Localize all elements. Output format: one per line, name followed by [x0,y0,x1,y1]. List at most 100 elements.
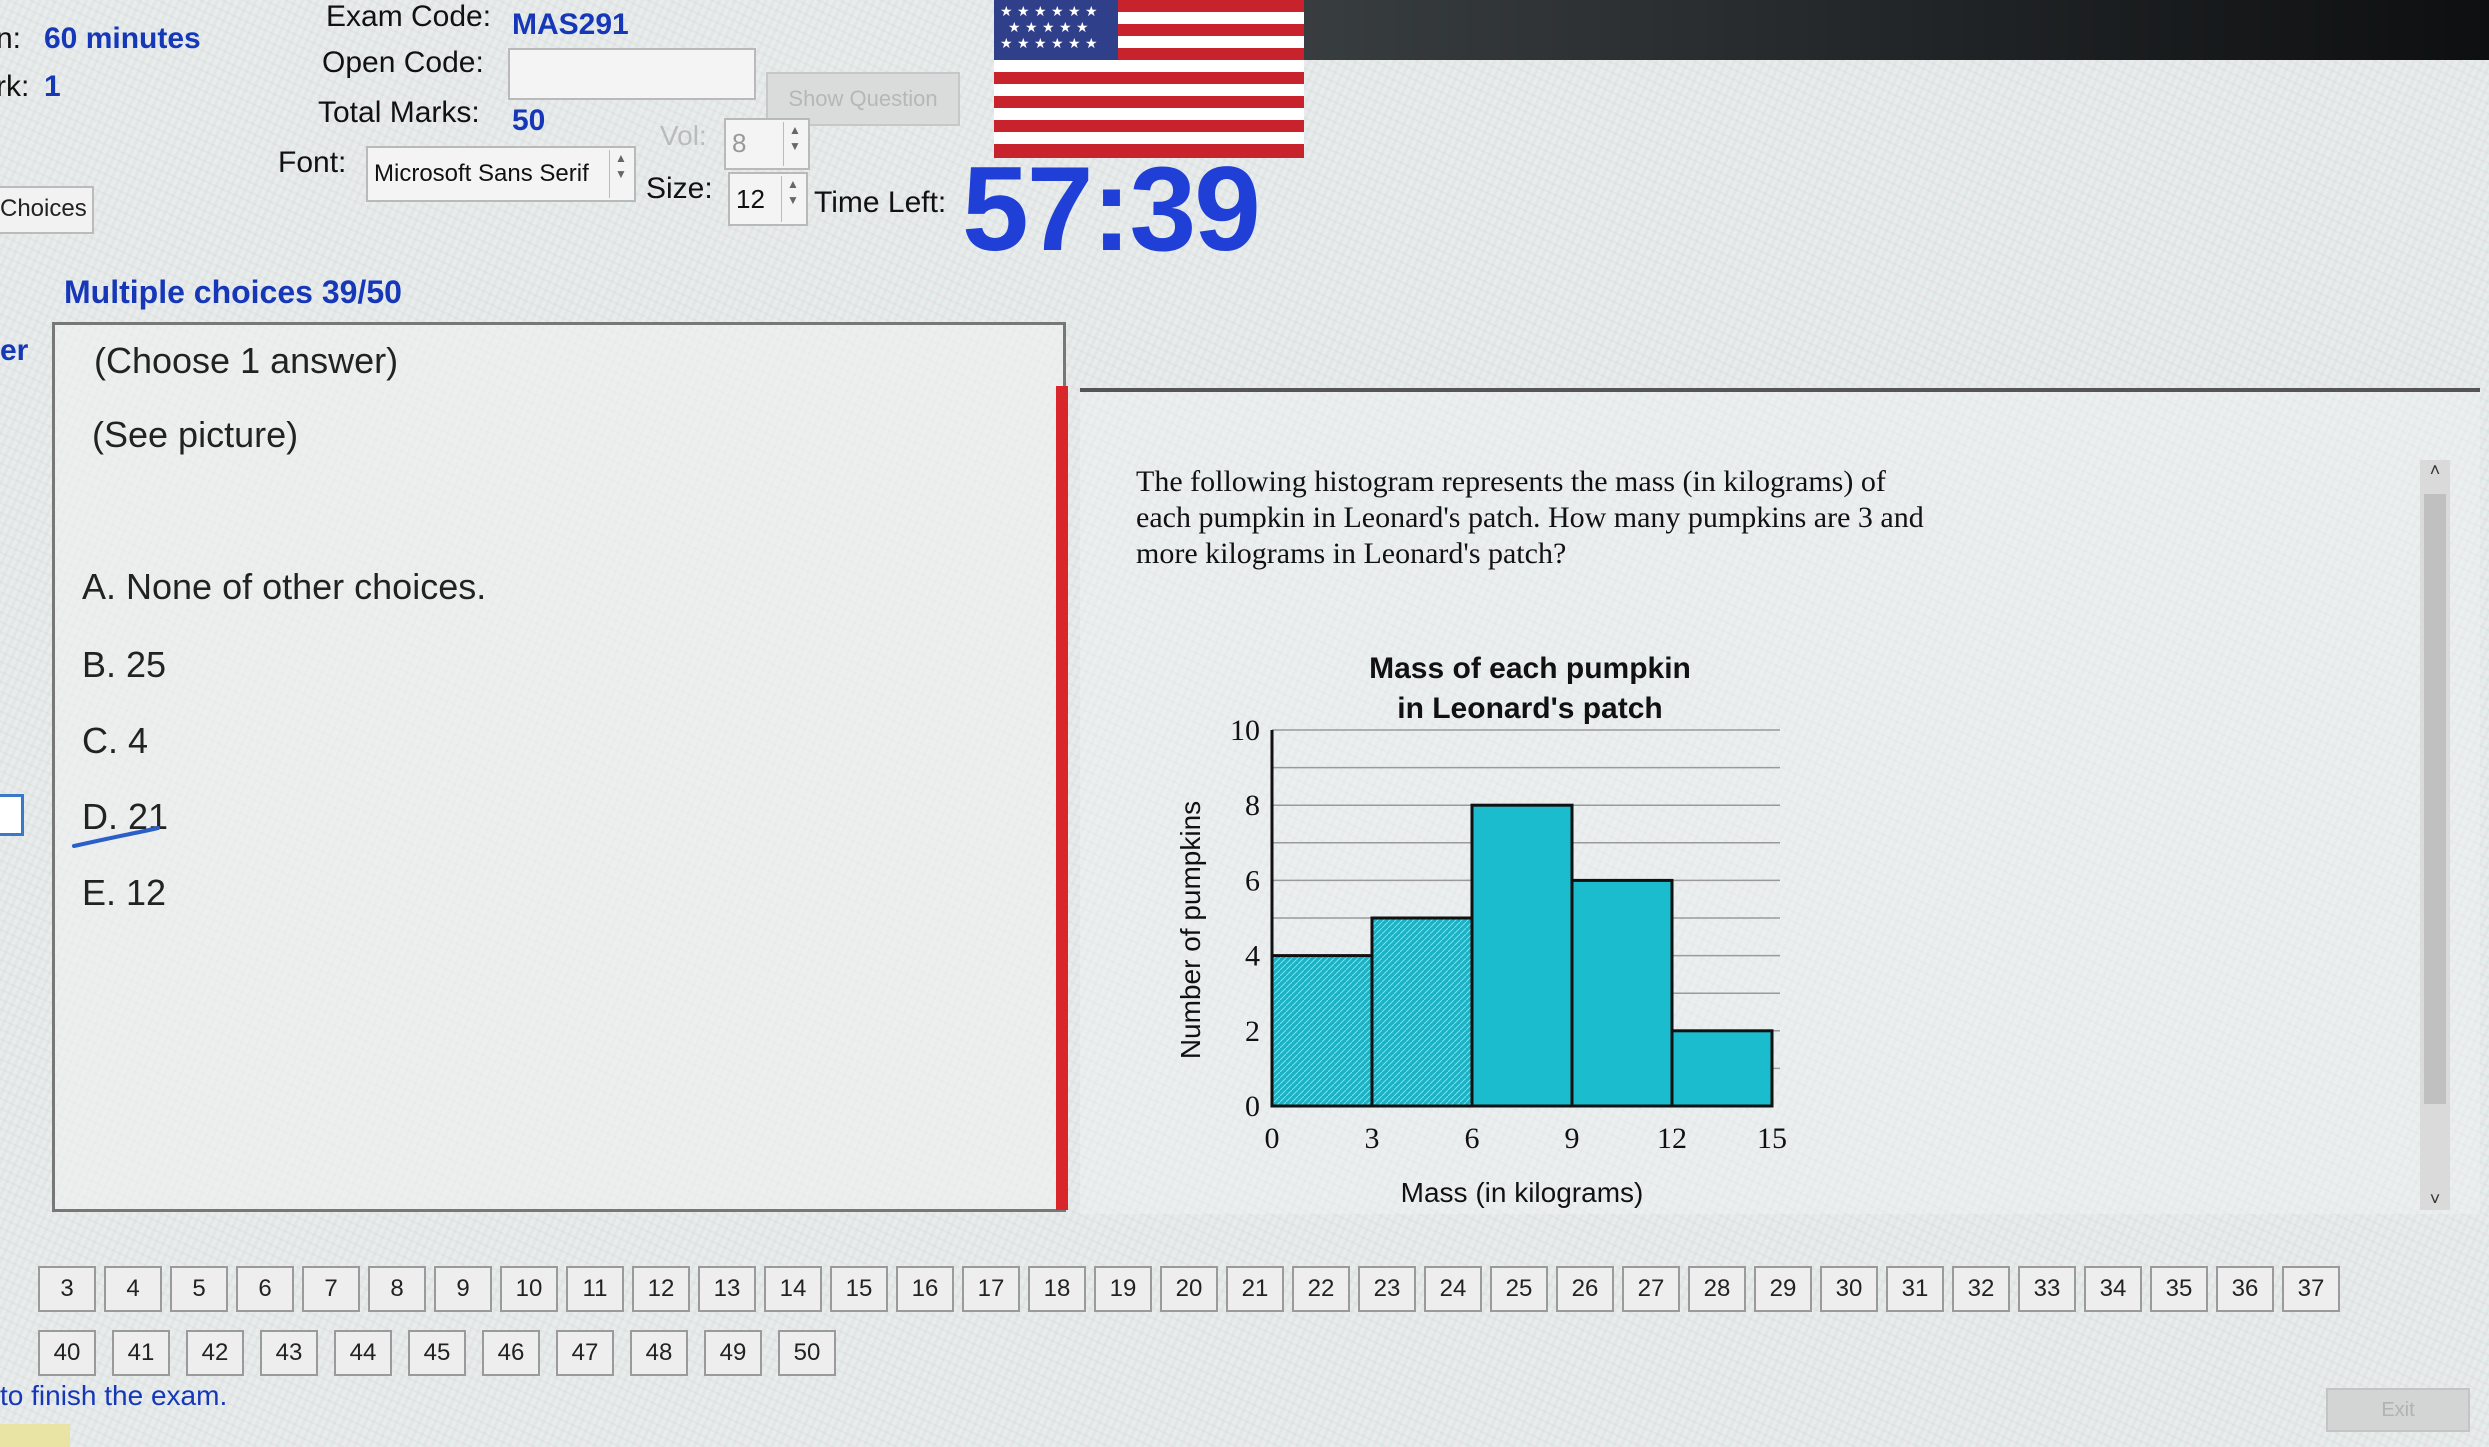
question-nav-button[interactable]: 11 [566,1266,624,1312]
question-nav-button[interactable]: 12 [632,1266,690,1312]
question-nav-button[interactable]: 27 [1622,1266,1680,1312]
answer-tab-label: er [0,334,29,367]
question-nav-button[interactable]: 10 [500,1266,558,1312]
question-nav-button[interactable]: 28 [1688,1266,1746,1312]
histogram-chart: Mass of each pumpkin in Leonard's patch … [1175,652,1787,1208]
question-nav-button[interactable]: 36 [2216,1266,2274,1312]
choice-e[interactable]: E. 12 [82,872,167,913]
open-code-input[interactable] [508,48,756,100]
question-nav-button[interactable]: 7 [302,1266,360,1312]
question-nav-button[interactable]: 23 [1358,1266,1416,1312]
question-title: Multiple choices 39/50 [64,274,402,310]
question-nav-button[interactable]: 16 [896,1266,954,1312]
choice-d-checkbox[interactable] [0,794,24,836]
y-axis-label: Number of pumpkins [1175,801,1206,1059]
scroll-thumb[interactable] [2424,494,2446,1104]
question-nav-button[interactable]: 14 [764,1266,822,1312]
question-nav-button[interactable]: 34 [2084,1266,2142,1312]
question-nav-button[interactable]: 9 [434,1266,492,1312]
open-code-label: Open Code: [322,46,484,79]
see-picture-text: (See picture) [92,414,299,455]
total-marks-label: Total Marks: [318,96,480,129]
question-nav-button[interactable]: 48 [630,1330,688,1376]
size-value: 12 [736,184,765,214]
question-nav-button[interactable]: 44 [334,1330,392,1376]
question-nav-button[interactable]: 4 [104,1266,162,1312]
show-question-button[interactable]: Show Question [766,72,960,126]
time-left-label: Time Left: [814,186,947,219]
question-nav-button[interactable]: 13 [698,1266,756,1312]
question-nav-button[interactable]: 25 [1490,1266,1548,1312]
x-tick-label: 3 [1365,1122,1380,1155]
status-strip [0,1424,70,1447]
x-tick-label: 12 [1657,1122,1687,1155]
time-left-value: 57:39 [962,142,1261,276]
histogram-bar [1470,803,1574,1108]
exit-button[interactable]: Exit [2326,1388,2470,1432]
question-nav-button[interactable]: 29 [1754,1266,1812,1312]
question-nav-button[interactable]: 41 [112,1330,170,1376]
question-nav-button[interactable]: 32 [1952,1266,2010,1312]
question-nav-button[interactable]: 15 [830,1266,888,1312]
question-nav-button[interactable]: 40 [38,1330,96,1376]
question-nav-button[interactable]: 6 [236,1266,294,1312]
question-nav-button[interactable]: 47 [556,1330,614,1376]
question-nav-button[interactable]: 17 [962,1266,1020,1312]
font-label: Font: [278,146,347,179]
size-label: Size: [646,172,713,205]
question-nav-button[interactable]: 43 [260,1330,318,1376]
x-tick-label: 0 [1265,1122,1280,1155]
font-select[interactable]: Microsoft Sans Serif ▲ ▼ [366,146,636,202]
y-tick-label: 4 [1245,940,1260,973]
size-spin-icon[interactable]: ▲ ▼ [781,176,804,222]
question-nav-button[interactable]: 30 [1820,1266,1878,1312]
question-nav-button[interactable]: 49 [704,1330,762,1376]
question-nav-button[interactable]: 21 [1226,1266,1284,1312]
choice-b[interactable]: B. 25 [82,644,167,685]
question-nav-button[interactable]: 8 [368,1266,426,1312]
question-nav-button[interactable]: 19 [1094,1266,1152,1312]
question-nav-button[interactable]: 31 [1886,1266,1944,1312]
question-nav-button[interactable]: 5 [170,1266,228,1312]
choice-a[interactable]: A. None of other choices. [82,566,487,607]
question-nav-button[interactable]: 50 [778,1330,836,1376]
pen-mark [70,824,170,859]
y-tick-label: 6 [1245,864,1260,897]
vol-spin-icon[interactable]: ▲ ▼ [783,122,806,166]
y-tick-label: 10 [1230,714,1260,747]
question-nav-button[interactable]: 24 [1424,1266,1482,1312]
scroll-down-icon[interactable]: ˅ [2429,1189,2441,1209]
question-nav-button[interactable]: 26 [1556,1266,1614,1312]
scroll-up-icon[interactable]: ˄ [2429,460,2441,480]
question-nav-button[interactable]: 46 [482,1330,540,1376]
picture-scrollbar[interactable]: ˄ ˅ [2420,460,2450,1210]
question-nav-button[interactable]: 3 [38,1266,96,1312]
mark-value: 1 [44,70,61,103]
font-spin-icon[interactable]: ▲ ▼ [609,150,632,198]
tab-choices[interactable]: Choices [0,186,94,234]
chart-title-line2: in Leonard's patch [1397,692,1663,725]
question-nav-button[interactable]: 20 [1160,1266,1218,1312]
duration-value: 60 minutes [44,22,201,55]
question-nav-button[interactable]: 33 [2018,1266,2076,1312]
vol-stepper[interactable]: 8 ▲ ▼ [724,118,810,170]
duration-label: n: [0,22,22,55]
question-nav-button[interactable]: 35 [2150,1266,2208,1312]
question-nav-button[interactable]: 18 [1028,1266,1086,1312]
question-nav-button[interactable]: 37 [2282,1266,2340,1312]
svg-text:★ ★ ★ ★ ★ ★: ★ ★ ★ ★ ★ ★ [1000,36,1098,52]
choice-c[interactable]: C. 4 [82,720,149,761]
question-nav-button[interactable]: 22 [1292,1266,1350,1312]
svg-text:★ ★ ★ ★ ★: ★ ★ ★ ★ ★ [1008,20,1089,36]
histogram-bar [1670,1029,1774,1108]
histogram-bar [1270,954,1374,1108]
splitter-bar[interactable] [1056,386,1068,1210]
us-flag-icon: ★ ★ ★ ★ ★ ★ ★ ★ ★ ★ ★ ★ ★ ★ ★ ★ ★ [994,0,1304,158]
size-stepper[interactable]: 12 ▲ ▼ [728,172,808,226]
question-instruction: (Choose 1 answer) [94,340,399,381]
font-select-value: Microsoft Sans Serif [374,160,589,187]
question-nav-button[interactable]: 45 [408,1330,466,1376]
question-nav-button[interactable]: 42 [186,1330,244,1376]
total-marks-value: 50 [512,104,546,137]
y-tick-label: 8 [1245,789,1260,822]
